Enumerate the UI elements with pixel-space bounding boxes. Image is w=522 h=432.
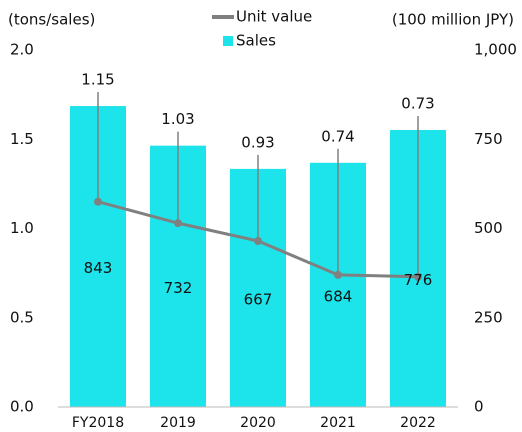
y2-axis-title: (100 million JPY) <box>392 11 514 29</box>
y2-tick-label: 250 <box>474 308 503 326</box>
bar-value-label: 667 <box>244 290 273 308</box>
legend-label: Unit value <box>236 8 312 26</box>
x-tick-label: 2021 <box>320 415 356 431</box>
y-tick-label: 2.0 <box>10 41 34 59</box>
line-point <box>254 236 262 245</box>
line-point <box>334 270 342 279</box>
y-axis-title: (tons/sales) <box>8 11 95 29</box>
line-point <box>94 197 102 206</box>
y-tick-label: 1.5 <box>10 130 34 148</box>
y-tick-label: 0.0 <box>10 398 34 416</box>
x-tick-label: 2020 <box>240 415 276 431</box>
line-value-label: 0.73 <box>401 94 434 112</box>
bar-value-label: 732 <box>164 279 193 297</box>
line-value-label: 0.93 <box>241 133 274 151</box>
bar-value-label: 843 <box>84 259 113 277</box>
y-tick-label: 1.0 <box>10 219 34 237</box>
x-tick-label: 2019 <box>160 415 196 431</box>
line-point <box>414 272 422 281</box>
legend-label: Sales <box>236 32 276 50</box>
y2-tick-label: 500 <box>474 219 503 237</box>
bar-value-label: 684 <box>324 287 353 305</box>
line-value-label: 0.74 <box>321 127 354 145</box>
y2-tick-label: 1,000 <box>474 41 517 59</box>
y-tick-label: 0.5 <box>10 308 34 326</box>
line-point <box>174 219 182 228</box>
line-value-label: 1.15 <box>81 71 114 89</box>
bar-value-label: 776 <box>404 271 433 289</box>
y2-tick-label: 750 <box>474 130 503 148</box>
line-value-label: 1.03 <box>161 110 194 128</box>
y2-tick-label: 0 <box>474 398 484 416</box>
x-tick-label: FY2018 <box>72 415 124 431</box>
legend-swatch <box>223 36 233 46</box>
x-tick-label: 2022 <box>400 415 436 431</box>
